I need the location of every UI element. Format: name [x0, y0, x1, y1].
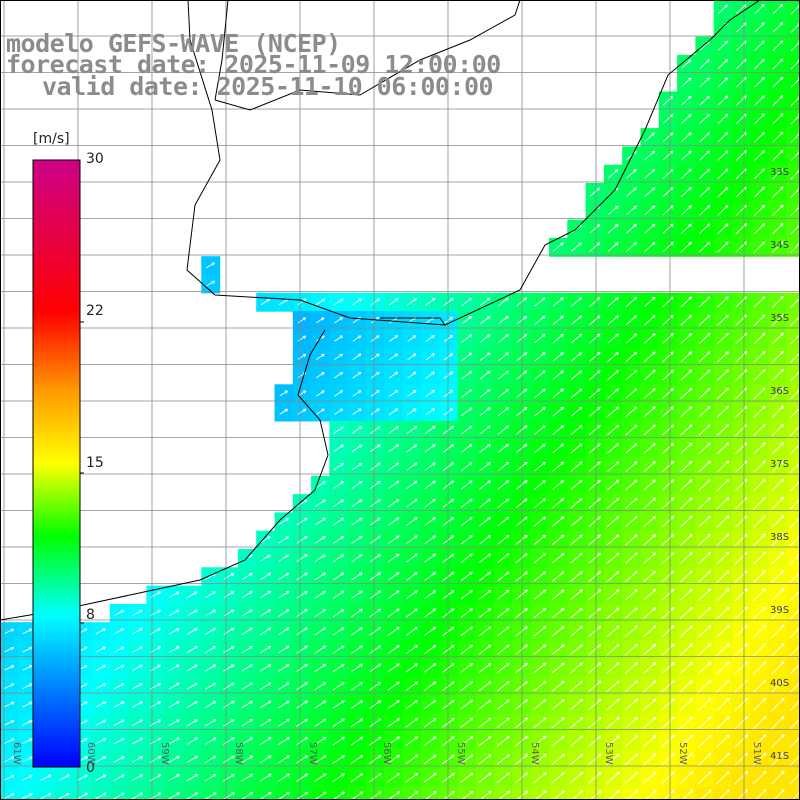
lon-label: 58W	[233, 742, 244, 765]
lon-label: 52W	[677, 742, 688, 765]
model-title: modelo GEFS-WAVE (NCEP)	[6, 29, 341, 58]
lon-label: 59W	[159, 742, 170, 765]
forecast-date: forecast date: 2025-11-09 12:00:00	[6, 50, 501, 79]
lat-label: 36S	[770, 386, 790, 397]
colorbar-tick-label: 0	[86, 760, 95, 776]
wind-vector-arrows	[3, 3, 800, 800]
lat-label: 39S	[770, 605, 790, 616]
colorbar-tick-label: 15	[86, 455, 104, 471]
lat-label: 41S	[770, 751, 790, 762]
lat-label: 35S	[770, 313, 790, 324]
lon-label: 53W	[603, 742, 614, 765]
colorbar-tick-label: 30	[86, 151, 104, 167]
lon-label: 57W	[307, 742, 318, 765]
lon-label: 55W	[455, 742, 466, 765]
lon-label: 56W	[381, 742, 392, 765]
coastline	[0, 0, 761, 621]
lat-label: 33S	[770, 167, 790, 178]
colorbar	[32, 159, 81, 768]
lon-label: 60W	[85, 742, 96, 765]
valid-date: valid date: 2025-11-10 06:00:00	[42, 72, 494, 101]
lat-label: 34S	[770, 240, 790, 251]
colorbar-tick-label: 22	[86, 303, 104, 319]
river-line	[214, 0, 521, 111]
colorbar-unit: [m/s]	[33, 131, 70, 147]
lat-label: 38S	[770, 532, 790, 543]
lon-label: 61W	[11, 742, 22, 765]
lat-label: 37S	[770, 459, 790, 470]
lon-label: 54W	[529, 742, 540, 765]
lon-label: 51W	[751, 742, 762, 765]
lat-label: 40S	[770, 678, 790, 689]
colorbar-tick-label: 8	[86, 607, 95, 623]
